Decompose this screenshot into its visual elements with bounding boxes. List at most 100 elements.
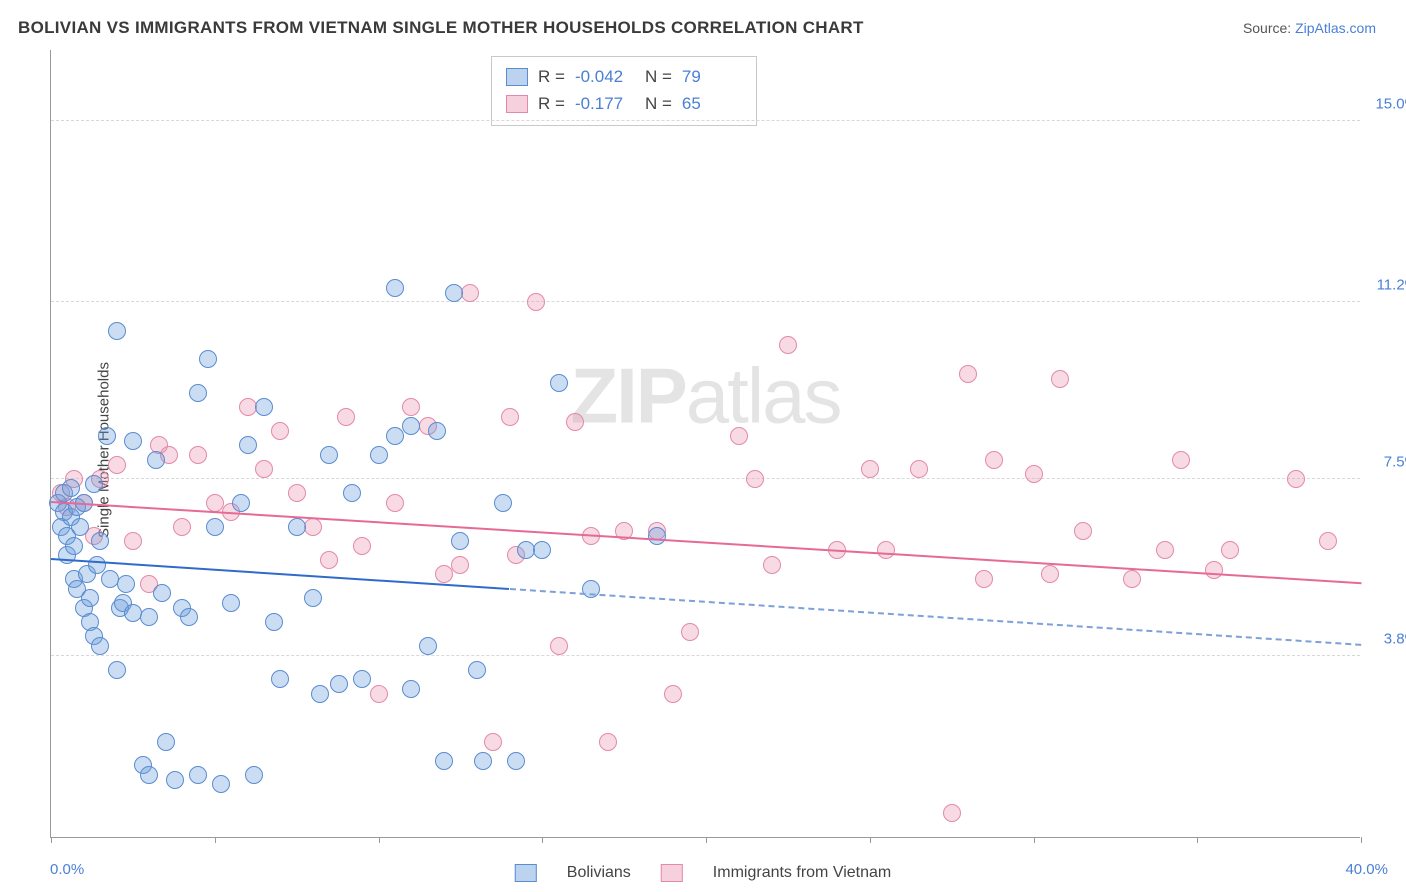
chart-header: BOLIVIAN VS IMMIGRANTS FROM VIETNAM SING… — [0, 0, 1406, 48]
scatter-point-bolivians — [517, 541, 535, 559]
y-tick-label: 3.8% — [1384, 630, 1406, 647]
scatter-point-bolivians — [428, 422, 446, 440]
x-axis-max-label: 40.0% — [1345, 861, 1388, 878]
scatter-point-bolivians — [271, 670, 289, 688]
x-tick — [1197, 837, 1198, 843]
scatter-point-vietnam — [550, 637, 568, 655]
scatter-point-vietnam — [1287, 470, 1305, 488]
scatter-point-vietnam — [173, 518, 191, 536]
watermark: ZIPatlas — [570, 351, 840, 442]
scatter-point-bolivians — [65, 537, 83, 555]
scatter-point-vietnam — [239, 398, 257, 416]
x-axis-min-label: 0.0% — [50, 861, 84, 878]
scatter-point-bolivians — [265, 613, 283, 631]
scatter-point-bolivians — [245, 766, 263, 784]
scatter-point-bolivians — [255, 398, 273, 416]
scatter-point-bolivians — [108, 322, 126, 340]
scatter-point-bolivians — [124, 604, 142, 622]
gridline-h — [51, 120, 1360, 121]
scatter-point-bolivians — [386, 279, 404, 297]
scatter-point-vietnam — [1074, 522, 1092, 540]
scatter-point-bolivians — [91, 637, 109, 655]
scatter-point-bolivians — [117, 575, 135, 593]
y-tick-label: 11.2% — [1377, 277, 1406, 294]
scatter-point-vietnam — [1205, 561, 1223, 579]
scatter-point-bolivians — [386, 427, 404, 445]
scatter-point-bolivians — [62, 479, 80, 497]
scatter-point-bolivians — [402, 417, 420, 435]
scatter-point-vietnam — [271, 422, 289, 440]
scatter-point-vietnam — [527, 293, 545, 311]
scatter-point-bolivians — [180, 608, 198, 626]
scatter-point-vietnam — [108, 456, 126, 474]
scatter-point-bolivians — [153, 584, 171, 602]
scatter-point-vietnam — [206, 494, 224, 512]
scatter-point-bolivians — [124, 432, 142, 450]
scatter-point-bolivians — [81, 589, 99, 607]
chart-area: Single Mother Households ZIPatlas R = -0… — [18, 50, 1388, 850]
scatter-point-bolivians — [206, 518, 224, 536]
scatter-point-bolivians — [232, 494, 250, 512]
scatter-point-vietnam — [910, 460, 928, 478]
source-link[interactable]: ZipAtlas.com — [1295, 20, 1376, 36]
source-label: Source: ZipAtlas.com — [1243, 20, 1376, 36]
scatter-point-vietnam — [1156, 541, 1174, 559]
scatter-point-bolivians — [494, 494, 512, 512]
scatter-point-bolivians — [533, 541, 551, 559]
scatter-point-bolivians — [435, 752, 453, 770]
scatter-point-vietnam — [975, 570, 993, 588]
scatter-point-vietnam — [435, 565, 453, 583]
scatter-point-bolivians — [71, 518, 89, 536]
scatter-point-bolivians — [353, 670, 371, 688]
scatter-point-vietnam — [664, 685, 682, 703]
scatter-point-vietnam — [763, 556, 781, 574]
scatter-point-bolivians — [101, 570, 119, 588]
scatter-point-bolivians — [157, 733, 175, 751]
scatter-point-bolivians — [445, 284, 463, 302]
scatter-point-bolivians — [370, 446, 388, 464]
scatter-point-vietnam — [779, 336, 797, 354]
scatter-point-vietnam — [1172, 451, 1190, 469]
scatter-point-bolivians — [474, 752, 492, 770]
scatter-point-bolivians — [402, 680, 420, 698]
scatter-point-bolivians — [189, 766, 207, 784]
scatter-point-vietnam — [566, 413, 584, 431]
chart-title: BOLIVIAN VS IMMIGRANTS FROM VIETNAM SING… — [18, 18, 864, 38]
x-tick — [1361, 837, 1362, 843]
x-tick — [379, 837, 380, 843]
scatter-point-vietnam — [943, 804, 961, 822]
legend-bottom: Bolivians Immigrants from Vietnam — [515, 864, 891, 882]
scatter-point-bolivians — [304, 589, 322, 607]
scatter-point-vietnam — [337, 408, 355, 426]
scatter-point-vietnam — [1319, 532, 1337, 550]
x-tick — [1034, 837, 1035, 843]
x-tick — [870, 837, 871, 843]
gridline-h — [51, 655, 1360, 656]
swatch-vietnam — [506, 95, 528, 113]
scatter-point-bolivians — [140, 608, 158, 626]
x-tick — [51, 837, 52, 843]
scatter-point-vietnam — [402, 398, 420, 416]
scatter-point-bolivians — [88, 556, 106, 574]
legend-swatch-vietnam — [661, 864, 683, 882]
scatter-point-vietnam — [1041, 565, 1059, 583]
scatter-point-vietnam — [255, 460, 273, 478]
scatter-point-vietnam — [501, 408, 519, 426]
scatter-point-bolivians — [288, 518, 306, 536]
scatter-point-vietnam — [985, 451, 1003, 469]
scatter-point-vietnam — [681, 623, 699, 641]
plot-area: ZIPatlas R = -0.042 N = 79 R = -0.177 N … — [50, 50, 1360, 838]
scatter-point-vietnam — [451, 556, 469, 574]
scatter-point-bolivians — [419, 637, 437, 655]
regression-line-bolivians-extrapolated — [509, 588, 1361, 646]
scatter-point-bolivians — [189, 384, 207, 402]
scatter-point-bolivians — [91, 532, 109, 550]
scatter-point-bolivians — [222, 594, 240, 612]
y-tick-label: 15.0% — [1375, 95, 1406, 112]
scatter-point-bolivians — [85, 475, 103, 493]
scatter-point-bolivians — [140, 766, 158, 784]
scatter-point-bolivians — [330, 675, 348, 693]
scatter-point-vietnam — [484, 733, 502, 751]
scatter-point-bolivians — [451, 532, 469, 550]
scatter-point-vietnam — [746, 470, 764, 488]
